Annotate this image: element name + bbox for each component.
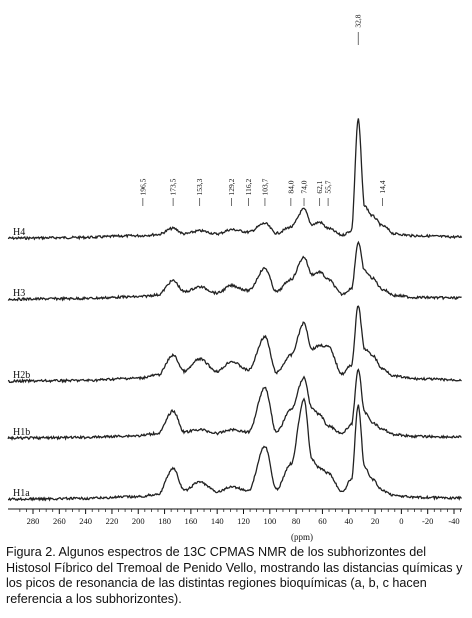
- peak-label: 129,2: [227, 178, 236, 195]
- peak-label: 84,0: [286, 180, 295, 193]
- x-tick-label: -40: [448, 516, 459, 526]
- x-tick-label: 180: [158, 516, 171, 526]
- x-tick-label: 120: [237, 516, 250, 526]
- x-tick-label: 20: [371, 516, 380, 526]
- spectrum-trace-h4: [7, 118, 463, 241]
- spectrum-label-h1b: H1b: [13, 427, 30, 438]
- x-tick-label: 220: [106, 516, 119, 526]
- peak-label: 55,7: [324, 180, 333, 193]
- x-tick-label: 240: [79, 516, 92, 526]
- x-tick-label: -20: [422, 516, 433, 526]
- spectrum-trace-h3: [7, 240, 462, 302]
- spectrum-trace-h1a: [7, 397, 462, 502]
- peak-label: 14,4: [378, 180, 387, 193]
- peak-label: 116,2: [244, 178, 253, 195]
- peak-label: 103,7: [260, 178, 269, 195]
- x-tick-label: 260: [53, 516, 66, 526]
- x-tick-label: 200: [132, 516, 145, 526]
- figure-caption: Figura 2. Algunos espectros de 13C CPMAS…: [6, 545, 463, 606]
- spectrum-label-h2b: H2b: [13, 370, 30, 381]
- x-tick-label: 0: [399, 516, 403, 526]
- peak-label: 196,5: [138, 178, 147, 195]
- peak-label: 153,3: [195, 178, 204, 195]
- peak-labels: 196,5 173,5 153,3 129,2 116,2 103,7 84,0 74,0 62…: [138, 14, 387, 206]
- spectra-traces: H4 H3 H2b H1b H1a: [7, 118, 463, 502]
- x-axis: 280 260 240 220 200 180 160 140 120 100 80 60 40 20 0-…: [8, 508, 462, 526]
- x-axis-title: (ppm): [291, 532, 313, 542]
- x-tick-label: 100: [263, 516, 276, 526]
- x-tick-label: 60: [318, 516, 327, 526]
- spectrum-trace-h2b: [7, 305, 462, 384]
- x-tick-label: 280: [27, 516, 40, 526]
- spectrum-label-h3: H3: [13, 288, 25, 299]
- peak-label: 62,1: [315, 180, 324, 193]
- x-tick-label: 140: [211, 516, 224, 526]
- peak-label: 74,0: [300, 180, 309, 193]
- x-tick-label: 40: [345, 516, 354, 526]
- spectrum-label-h4: H4: [13, 227, 25, 238]
- spectrum-trace-h1b: [7, 368, 462, 441]
- peak-label: 32,8: [354, 14, 363, 27]
- peak-label: 173,5: [169, 178, 178, 195]
- x-tick-label: 160: [185, 516, 198, 526]
- x-tick-label: 80: [292, 516, 301, 526]
- spectrum-label-h1a: H1a: [13, 488, 30, 499]
